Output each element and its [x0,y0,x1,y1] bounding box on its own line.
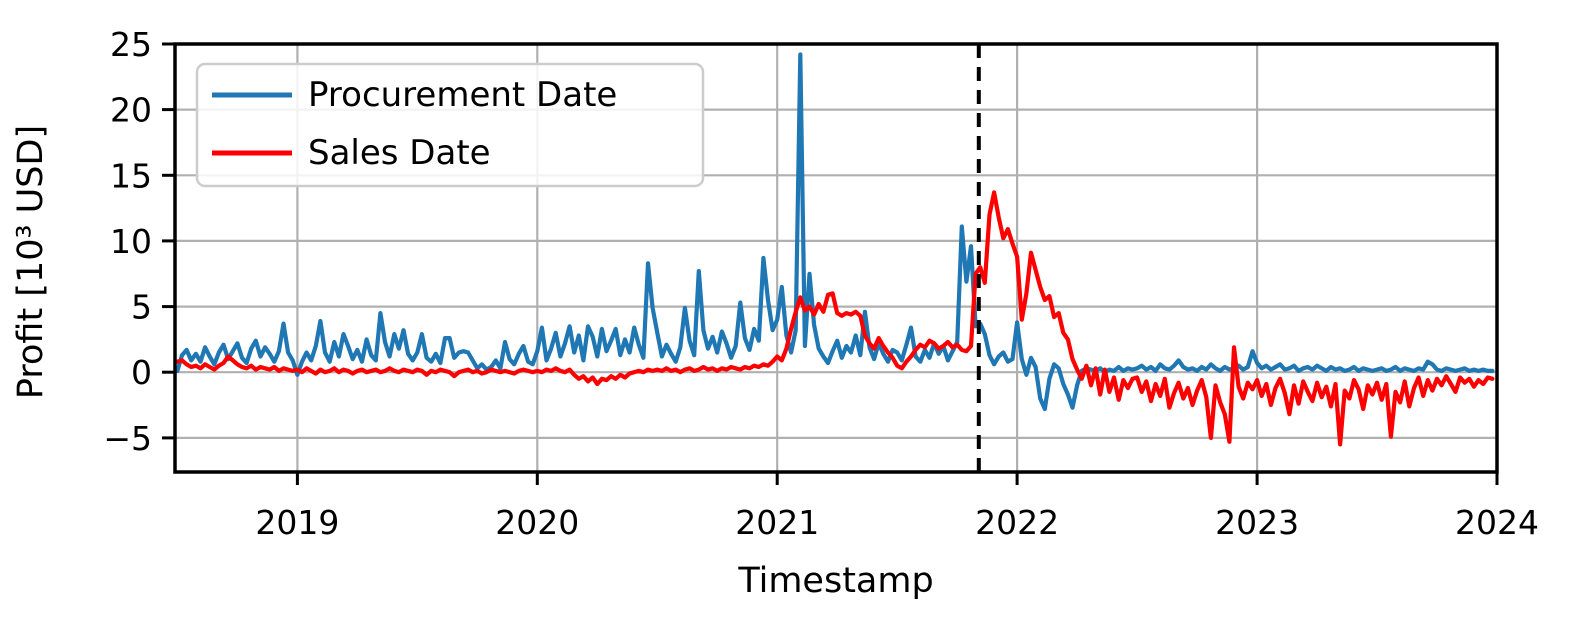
sales-date-line [175,190,1495,447]
y-tick-label: 15 [110,156,152,195]
x-tick-label: 2023 [1215,503,1299,542]
x-tick-label: 2019 [255,503,339,542]
x-tick-label: 2020 [495,503,579,542]
y-tick-label: 10 [110,222,152,261]
axis-tick-labels: 2019 2020 2021 2022 2023 2024 −5 0 5 10 15 20 25 [103,25,1539,542]
y-tick-label: 25 [110,25,152,64]
data-series [175,52,1495,447]
legend-label-procurement: Procurement Date [308,75,617,115]
legend-frame [195,62,705,188]
x-tick-label: 2021 [735,503,819,542]
legend-label-sales: Sales Date [308,133,491,173]
plot-border [173,42,1499,474]
axis-ticks [162,42,1499,485]
x-axis-label: Timestamp [737,561,933,601]
x-tick-label: 2024 [1455,503,1539,542]
y-tick-label: 20 [110,91,152,130]
y-tick-label: −5 [103,419,152,458]
legend: Procurement Date Sales Date [195,62,705,188]
x-tick-label: 2022 [975,503,1059,542]
y-tick-label: 5 [131,288,152,327]
y-axis-label: Profit [10³ USD] [11,125,51,399]
y-tick-label: 0 [131,353,152,392]
procurement-date-line [175,52,1495,412]
